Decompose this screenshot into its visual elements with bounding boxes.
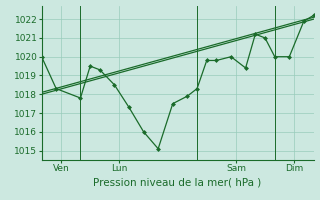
X-axis label: Pression niveau de la mer( hPa ): Pression niveau de la mer( hPa ) xyxy=(93,177,262,187)
